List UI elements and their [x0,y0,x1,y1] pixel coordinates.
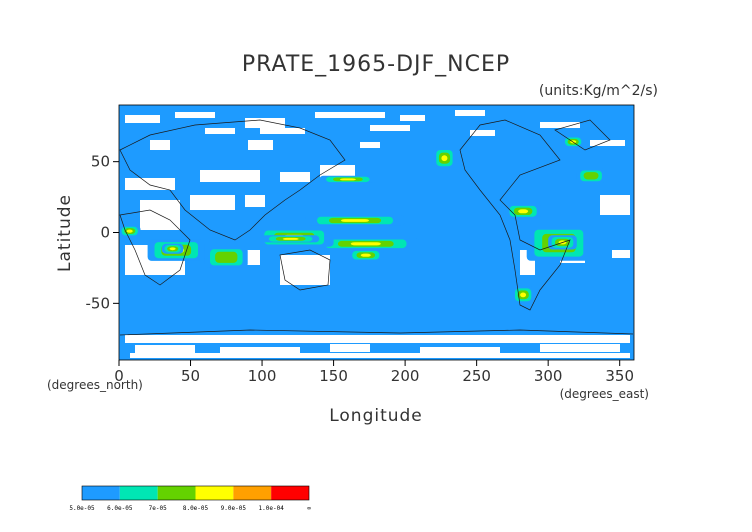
x-tick-label: 100 [248,367,277,385]
missing-data-patch [370,125,410,131]
coastline [459,119,571,311]
x-tick-label: 300 [534,367,563,385]
missing-data-patch [400,115,425,121]
missing-data-patch [125,115,160,123]
missing-data-patch [315,112,385,118]
missing-data-patch [280,172,310,182]
y-tick-label: -50 [86,294,111,312]
precip-cell [126,229,133,233]
y-axis-ticks: -50 0 50 [86,153,119,312]
missing-data-patch [540,122,580,128]
colorbar-swatch [82,486,120,500]
colorbar-label: 1.0e-04 [259,505,285,512]
missing-data-patch [135,345,195,353]
missing-data-patch [125,178,175,190]
missing-data-patch [600,195,630,215]
units-label: (units:Kg/m^2/s) [539,83,658,99]
coastline [119,119,346,241]
coastline [554,119,611,151]
missing-data-patch [330,344,370,352]
missing-data-patch [205,128,235,134]
missing-data-patch [130,353,630,358]
colorbar-swatch [157,486,196,500]
precip-cell [282,237,299,240]
x-axis-ticks: 0 50 100 150 200 250 300 350 [114,360,634,385]
chart-title: PRATE_1965-DJF_NCEP [242,52,510,77]
missing-data-patch [540,344,620,352]
x-tick-label: 50 [181,367,200,385]
colorbar-label: 6.0e-05 [107,505,133,512]
precip-cell [169,247,176,251]
missing-data-patch [175,112,215,118]
colorbar-swatch [195,486,234,500]
precip-cell [441,155,448,162]
y-axis-label: Latitude [55,194,75,272]
missing-data-patch [200,170,260,182]
x-tick-label: 0 [114,367,124,385]
x-tick-label: 250 [462,367,491,385]
missing-data-patch [150,140,170,150]
missing-data-patch [245,195,265,207]
precip-cell [339,178,356,181]
missing-data-patch [280,255,330,285]
coastline [119,329,634,336]
coastline [119,209,191,286]
plot-area [118,104,635,361]
missing-data-patch [220,347,300,353]
precip-cell [350,242,381,246]
y-tick-label: 0 [100,224,110,242]
missing-data-patch [360,142,380,148]
x-unit-label: (degrees_east) [560,387,649,401]
colorbar-label: 7e-05 [149,505,167,512]
precip-cell [583,172,599,180]
precip-cell [520,292,527,298]
colorbar-swatch [233,486,272,500]
x-tick-label: 350 [605,367,634,385]
missing-data-patch [190,195,235,210]
coastline [279,249,331,291]
y-unit-label: (degrees_north) [47,378,143,392]
missing-data-patch [125,335,630,343]
colorbar-swatch [271,486,309,500]
precip-cell [215,251,238,263]
precip-cell [360,253,371,257]
colorbar: 5.0e-05 6.0e-05 7e-05 8.0e-05 9.0e-05 1.0e-04… [69,485,311,512]
precip-cell [518,209,529,214]
missing-data-patch [245,118,285,128]
missing-data-patch [260,128,305,134]
colorbar-swatch [119,486,158,500]
missing-data-patch [420,347,500,353]
colorbar-label: 5.0e-05 [69,505,95,512]
precip-cell [341,219,369,222]
missing-data-patch [470,130,495,136]
x-axis-label: Longitude [329,406,423,426]
colorbar-label: 9.0e-05 [221,505,247,512]
missing-data-patch [590,140,625,146]
colorbar-label: ∞ [307,505,311,512]
missing-data-patch [612,250,630,258]
missing-data-patch [455,110,485,116]
colorbar-label: 8.0e-05 [183,505,209,512]
y-tick-label: 50 [91,153,110,171]
missing-data-patch [248,140,273,150]
x-tick-label: 200 [391,367,420,385]
x-tick-label: 150 [319,367,348,385]
colorbar-frame [81,485,310,501]
